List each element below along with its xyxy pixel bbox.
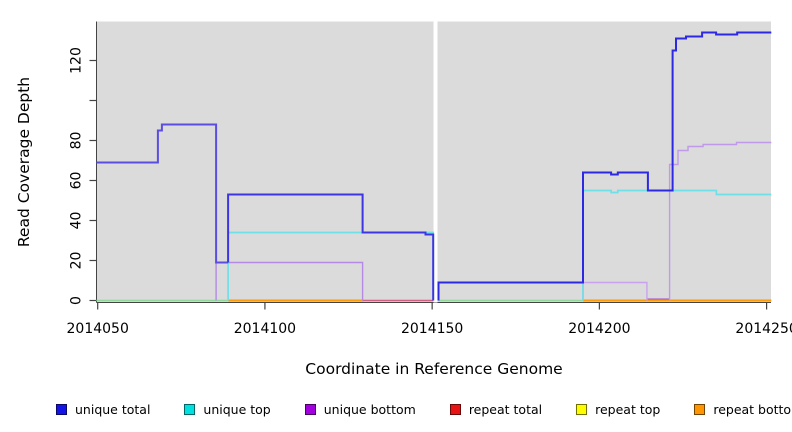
x-axis-title: Coordinate in Reference Genome: [305, 360, 563, 378]
legend-item-unique-top: unique top: [184, 401, 271, 417]
series-unique-total: [96, 123, 229, 264]
legend-label-repeat-total: repeat total: [468, 401, 543, 417]
series-unique-bottom: [668, 141, 772, 301]
series-unique-total: [437, 31, 772, 301]
y-tick-label: 20: [69, 252, 85, 270]
no-data-gap-band: [433, 21, 438, 303]
x-tick-label: 2014150: [401, 321, 463, 337]
legend-item-repeat-bottom: repeat bottom: [694, 402, 792, 417]
legend-swatch-unique-total: [56, 403, 67, 415]
legend-swatch-repeat-bottom: [694, 403, 706, 415]
legend-item-repeat-total: repeat total: [449, 401, 543, 417]
series-unique-total: [227, 193, 435, 301]
series-unique-bottom: [215, 261, 364, 301]
y-tick-label: 40: [69, 212, 85, 230]
x-tick-label: 2014100: [234, 321, 296, 337]
legend-label-unique-total: unique total: [75, 401, 151, 417]
y-axis-title: Read Coverage Depth: [15, 76, 33, 248]
legend-swatch-unique-bottom: [304, 403, 316, 415]
legend-label-repeat-bottom: repeat bottom: [713, 401, 792, 417]
legend-item-unique-total: unique total: [56, 402, 150, 417]
legend-label-unique-top: unique top: [203, 401, 271, 417]
legend-label-unique-bottom: unique bottom: [323, 401, 416, 417]
legend-swatch-repeat-total: [449, 403, 461, 415]
legend-item-unique-bottom: unique bottom: [304, 401, 416, 417]
y-tick-label: 60: [69, 172, 85, 190]
y-tick-label: 120: [69, 47, 85, 74]
y-tick-label: 80: [69, 132, 85, 150]
legend-swatch-unique-top: [184, 403, 196, 415]
legend-swatch-repeat-top: [576, 403, 588, 415]
legend: unique total unique top unique bottom repea…: [0, 396, 792, 422]
y-tick-label: 0: [69, 296, 85, 305]
x-tick-label: 2014200: [568, 321, 630, 337]
series-unique-top: [582, 189, 772, 301]
x-tick-label: 2014250: [735, 321, 792, 337]
legend-item-repeat-top: repeat top: [576, 402, 660, 417]
x-tick-label: 2014050: [67, 321, 129, 337]
legend-label-repeat-top: repeat top: [595, 401, 661, 417]
